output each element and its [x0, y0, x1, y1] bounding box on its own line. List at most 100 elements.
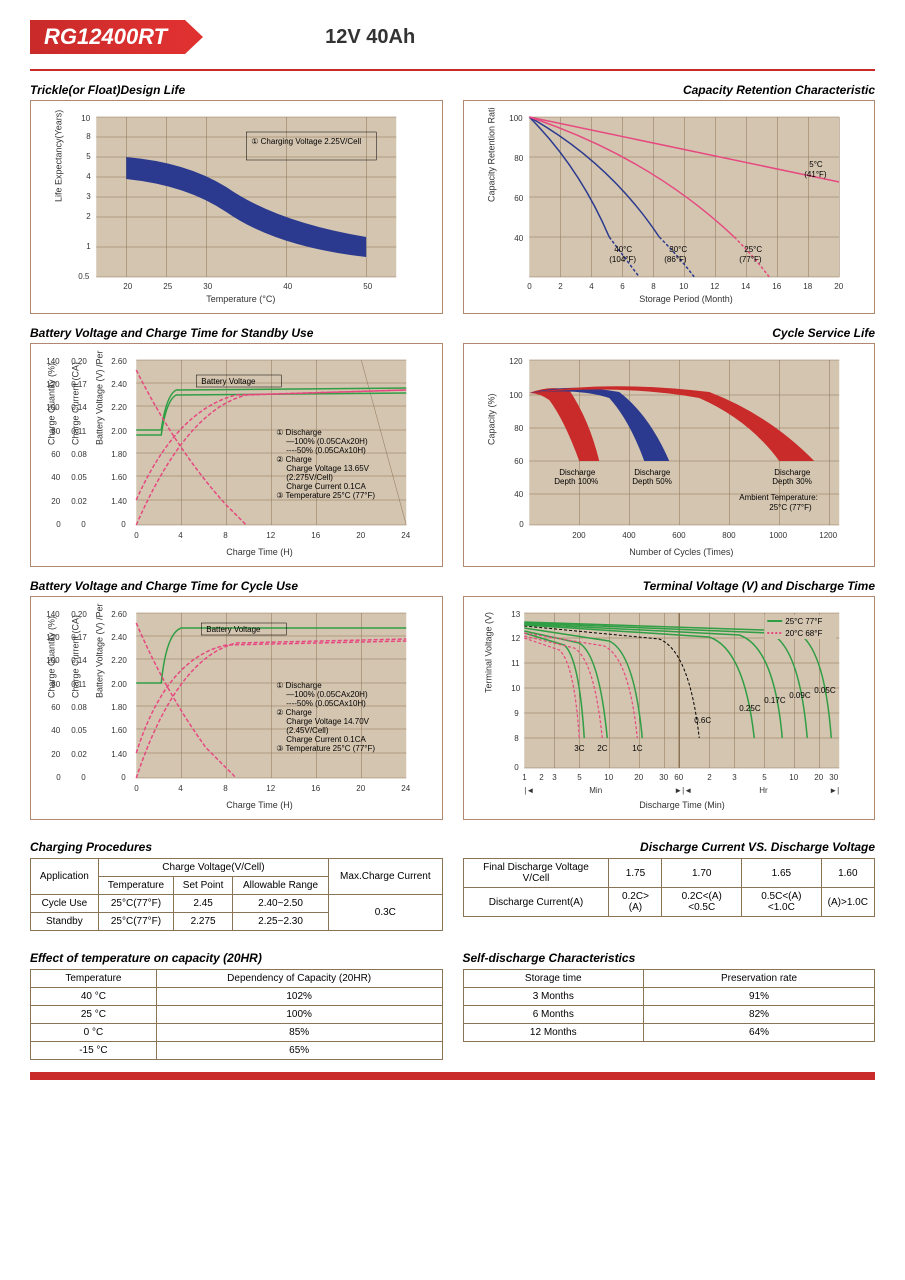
svg-text:0: 0 — [81, 773, 86, 782]
svg-text:10: 10 — [679, 282, 688, 291]
svg-text:Hr: Hr — [759, 786, 768, 795]
svg-text:Battery Voltage: Battery Voltage — [201, 377, 256, 386]
svg-text:18: 18 — [803, 282, 812, 291]
svg-text:0: 0 — [514, 763, 519, 772]
chart-title-terminal: Terminal Voltage (V) and Discharge Time — [463, 579, 876, 593]
svg-text:60: 60 — [51, 450, 60, 459]
svg-text:12: 12 — [266, 784, 275, 793]
svg-text:9: 9 — [514, 709, 519, 718]
svg-text:1000: 1000 — [769, 531, 787, 540]
svg-text:Charge Voltage 14.70V: Charge Voltage 14.70V — [286, 717, 369, 726]
self-discharge-table: Storage timePreservation rate 3 Months91… — [463, 969, 876, 1042]
svg-text:Capacity (%): Capacity (%) — [486, 393, 496, 445]
svg-text:0: 0 — [56, 520, 61, 529]
svg-text:(104°F): (104°F) — [609, 255, 636, 264]
svg-text:—100% (0.05CAx20H): —100% (0.05CAx20H) — [286, 437, 368, 446]
chart-title-cycle-use: Battery Voltage and Charge Time for Cycl… — [30, 579, 443, 593]
svg-text:0.20: 0.20 — [71, 357, 87, 366]
svg-text:4: 4 — [589, 282, 594, 291]
svg-text:80: 80 — [514, 424, 523, 433]
discharge-iv-table: Final Discharge Voltage V/Cell 1.75 1.70… — [463, 858, 876, 917]
svg-text:0.05: 0.05 — [71, 473, 87, 482]
svg-text:Temperature (°C): Temperature (°C) — [206, 294, 275, 304]
svg-text:10: 10 — [604, 773, 613, 782]
chart-standby: Battery Voltage ① Discharge —100% (0.05C… — [30, 343, 443, 567]
svg-text:Capacity Retention Ratio (%): Capacity Retention Ratio (%) — [486, 107, 496, 202]
svg-text:0.02: 0.02 — [71, 497, 87, 506]
svg-text:100: 100 — [46, 656, 60, 665]
svg-text:3: 3 — [552, 773, 557, 782]
svg-text:140: 140 — [46, 357, 60, 366]
svg-text:20: 20 — [123, 282, 132, 291]
svg-text:30°C: 30°C — [669, 245, 687, 254]
svg-text:Discharge: Discharge — [634, 468, 671, 477]
svg-text:11: 11 — [511, 659, 520, 668]
svg-text:Life Expectancy(Years): Life Expectancy(Years) — [53, 110, 63, 202]
svg-text:►|◄: ►|◄ — [674, 786, 692, 795]
chart-title-trickle: Trickle(or Float)Design Life — [30, 83, 443, 97]
svg-text:5: 5 — [577, 773, 582, 782]
model-number: RG12400RT — [30, 20, 185, 54]
svg-text:Number of Cycles (Times): Number of Cycles (Times) — [629, 547, 733, 557]
svg-text:① Discharge: ① Discharge — [276, 428, 322, 437]
svg-text:40°C: 40°C — [614, 245, 632, 254]
svg-text:25°C: 25°C — [744, 245, 762, 254]
chart-retention: 40°C(104°F) 30°C(86°F) 25°C(77°F) 5°C(41… — [463, 100, 876, 314]
svg-text:120: 120 — [46, 380, 60, 389]
svg-text:0.08: 0.08 — [71, 450, 87, 459]
table-title-self-discharge: Self-discharge Characteristics — [463, 951, 876, 965]
svg-text:0.17: 0.17 — [71, 633, 87, 642]
svg-text:0.25C: 0.25C — [739, 704, 761, 713]
svg-text:1: 1 — [522, 773, 527, 782]
svg-text:1.60: 1.60 — [111, 726, 127, 735]
svg-text:2.40: 2.40 — [111, 633, 127, 642]
svg-text:1.80: 1.80 — [111, 450, 127, 459]
svg-text:30: 30 — [829, 773, 838, 782]
svg-text:8: 8 — [223, 531, 228, 540]
svg-text:12: 12 — [511, 634, 520, 643]
svg-text:600: 600 — [672, 531, 686, 540]
svg-text:Charge Time (H): Charge Time (H) — [226, 800, 293, 810]
svg-text:1C: 1C — [632, 744, 642, 753]
svg-text:0: 0 — [121, 520, 126, 529]
svg-text:2.20: 2.20 — [111, 403, 127, 412]
svg-text:120: 120 — [46, 633, 60, 642]
svg-text:24: 24 — [401, 784, 410, 793]
svg-text:100: 100 — [509, 391, 523, 400]
svg-text:0: 0 — [527, 282, 532, 291]
svg-text:4: 4 — [86, 172, 91, 181]
svg-text:10: 10 — [511, 684, 520, 693]
divider — [30, 69, 875, 71]
svg-text:(86°F): (86°F) — [664, 255, 687, 264]
svg-text:16: 16 — [311, 784, 320, 793]
svg-text:0.05C: 0.05C — [814, 686, 836, 695]
svg-text:800: 800 — [722, 531, 736, 540]
svg-text:40: 40 — [283, 282, 292, 291]
svg-text:2: 2 — [86, 212, 91, 221]
svg-text:① Discharge: ① Discharge — [276, 681, 322, 690]
chart-terminal: 25°C 77°F 20°C 68°F 3C2C 1C0.6C 0.25C0.1… — [463, 596, 876, 820]
table-title-discharge-iv: Discharge Current VS. Discharge Voltage — [463, 840, 876, 854]
svg-text:12: 12 — [710, 282, 719, 291]
svg-text:12: 12 — [266, 531, 275, 540]
svg-text:0.08: 0.08 — [71, 703, 87, 712]
svg-text:0: 0 — [519, 520, 524, 529]
svg-text:2: 2 — [707, 773, 712, 782]
svg-text:③ Temperature 25°C (77°F): ③ Temperature 25°C (77°F) — [276, 744, 375, 753]
svg-text:Battery Voltage (V) /Per Cell: Battery Voltage (V) /Per Cell — [94, 350, 104, 445]
svg-text:25: 25 — [163, 282, 172, 291]
svg-text:200: 200 — [572, 531, 586, 540]
svg-text:Storage Period (Month): Storage Period (Month) — [639, 294, 733, 304]
spec-label: 12V 40Ah — [325, 26, 415, 49]
svg-text:20°C 68°F: 20°C 68°F — [785, 629, 822, 638]
svg-text:20: 20 — [51, 750, 60, 759]
svg-text:16: 16 — [772, 282, 781, 291]
svg-text:2.00: 2.00 — [111, 427, 127, 436]
svg-text:2.20: 2.20 — [111, 656, 127, 665]
svg-text:5: 5 — [86, 152, 91, 161]
svg-text:----50% (0.05CAx10H): ----50% (0.05CAx10H) — [286, 446, 366, 455]
svg-text:8: 8 — [651, 282, 656, 291]
svg-text:(41°F): (41°F) — [804, 170, 827, 179]
svg-text:24: 24 — [401, 531, 410, 540]
svg-text:0.11: 0.11 — [71, 680, 87, 689]
